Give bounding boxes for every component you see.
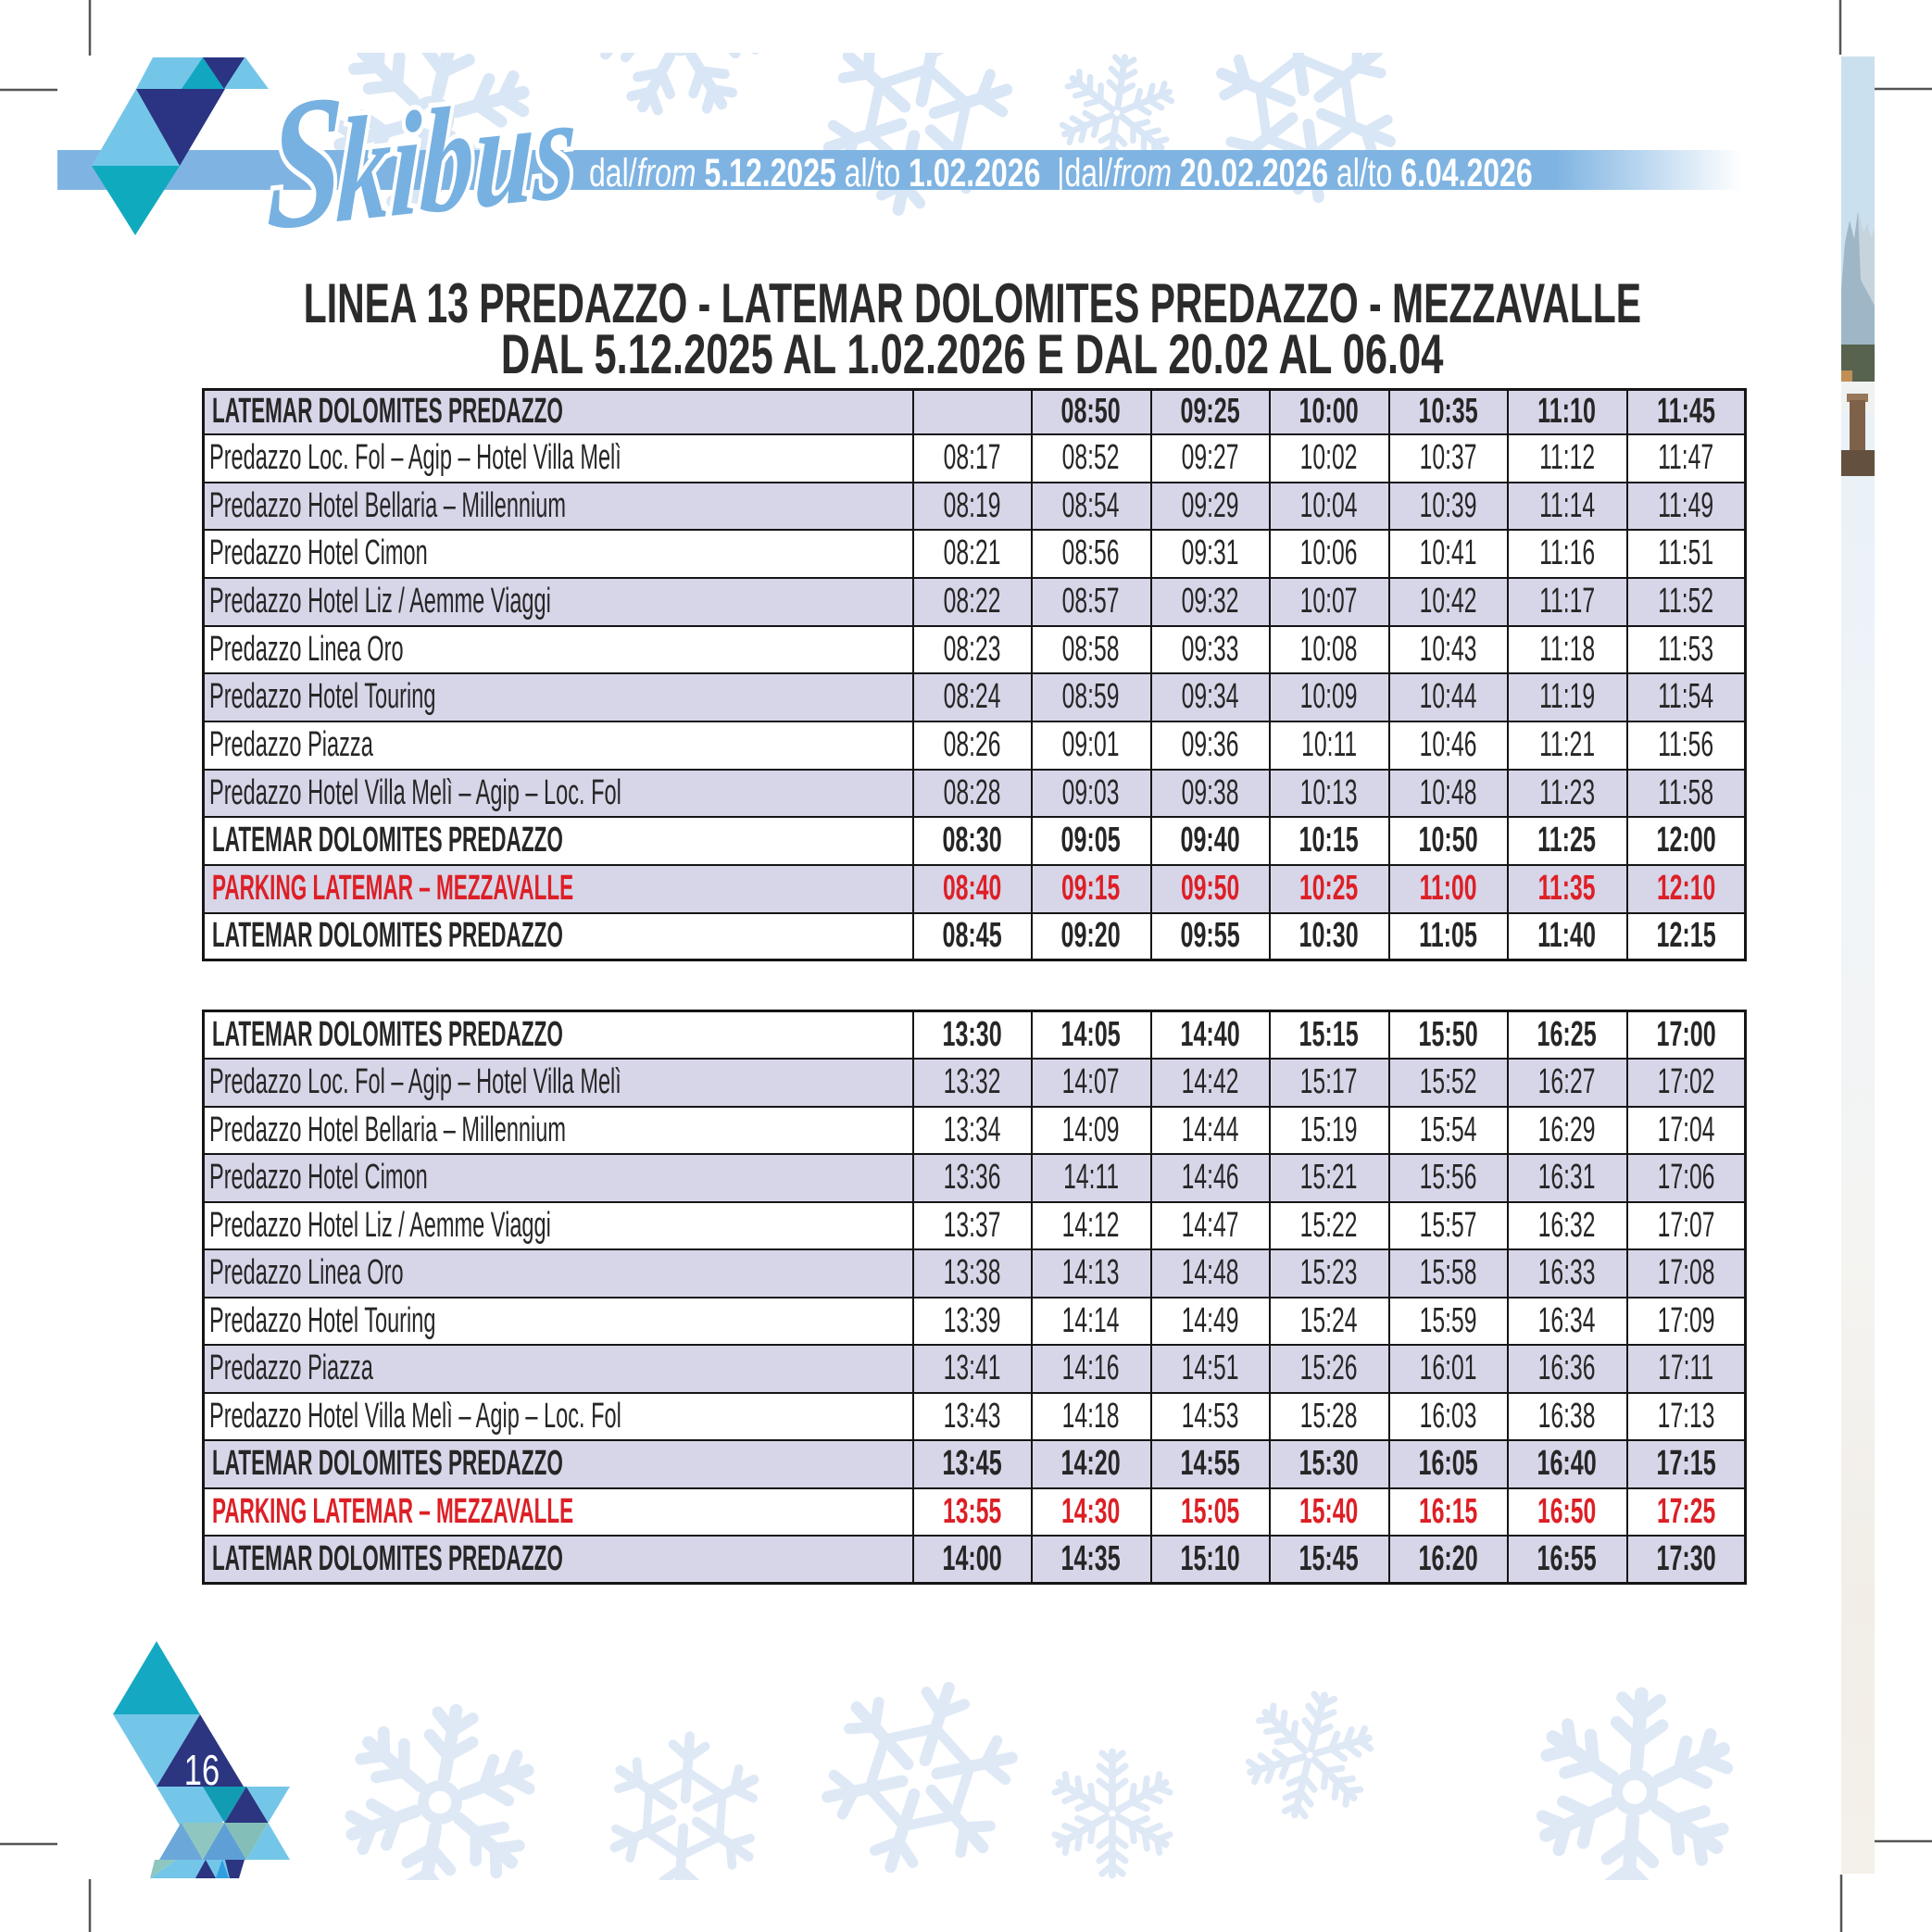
svg-text:Skibus: Skibus (264, 31, 580, 270)
svg-text:16: 16 (184, 1746, 220, 1794)
